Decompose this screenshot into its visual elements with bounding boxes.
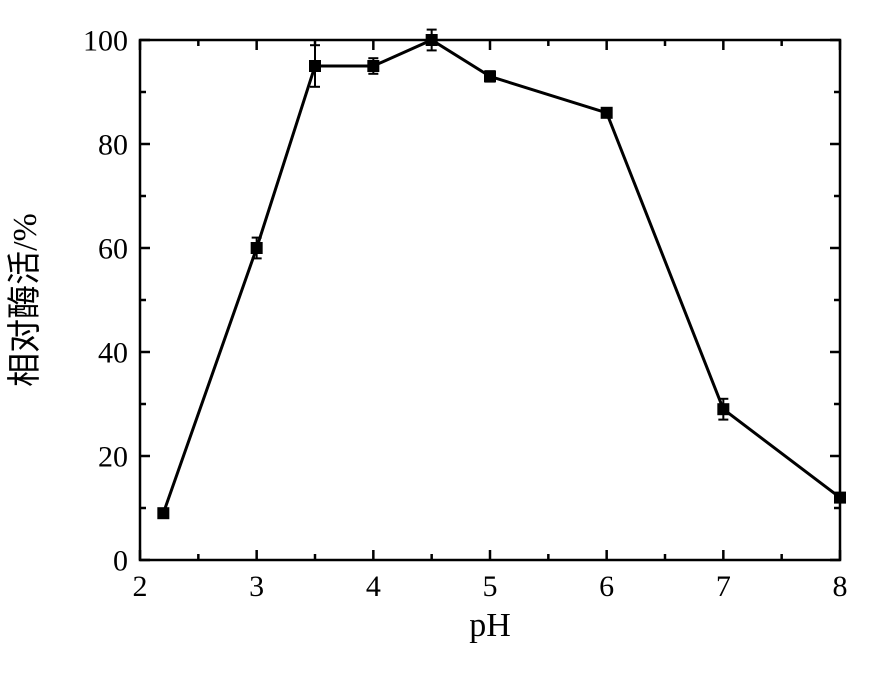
y-tick-label: 0 [113, 545, 128, 578]
plot-frame [140, 40, 840, 560]
x-axis-label: pH [469, 607, 511, 644]
x-tick-label: 8 [833, 570, 848, 603]
data-marker [484, 70, 496, 82]
activity-vs-ph-chart: 2345678020406080100pH相对酶活/% [0, 0, 880, 674]
data-marker [834, 492, 846, 504]
x-tick-label: 2 [133, 570, 148, 603]
data-marker [251, 242, 263, 254]
y-tick-label: 40 [98, 337, 128, 370]
y-tick-label: 60 [98, 233, 128, 266]
data-marker [309, 60, 321, 72]
x-tick-label: 4 [366, 570, 381, 603]
data-marker [601, 107, 613, 119]
y-tick-label: 20 [98, 441, 128, 474]
data-line [163, 40, 840, 513]
data-marker [717, 403, 729, 415]
data-marker [367, 60, 379, 72]
chart-svg: 2345678020406080100pH相对酶活/% [0, 0, 880, 674]
x-tick-label: 6 [599, 570, 614, 603]
data-marker [157, 507, 169, 519]
x-tick-label: 7 [716, 570, 731, 603]
x-tick-label: 3 [249, 570, 264, 603]
data-marker [426, 34, 438, 46]
x-tick-label: 5 [483, 570, 498, 603]
y-tick-label: 100 [83, 25, 128, 58]
y-tick-label: 80 [98, 129, 128, 162]
y-axis-label: 相对酶活/% [6, 213, 44, 387]
